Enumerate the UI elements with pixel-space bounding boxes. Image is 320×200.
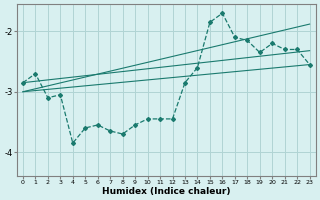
X-axis label: Humidex (Indice chaleur): Humidex (Indice chaleur) bbox=[102, 187, 230, 196]
